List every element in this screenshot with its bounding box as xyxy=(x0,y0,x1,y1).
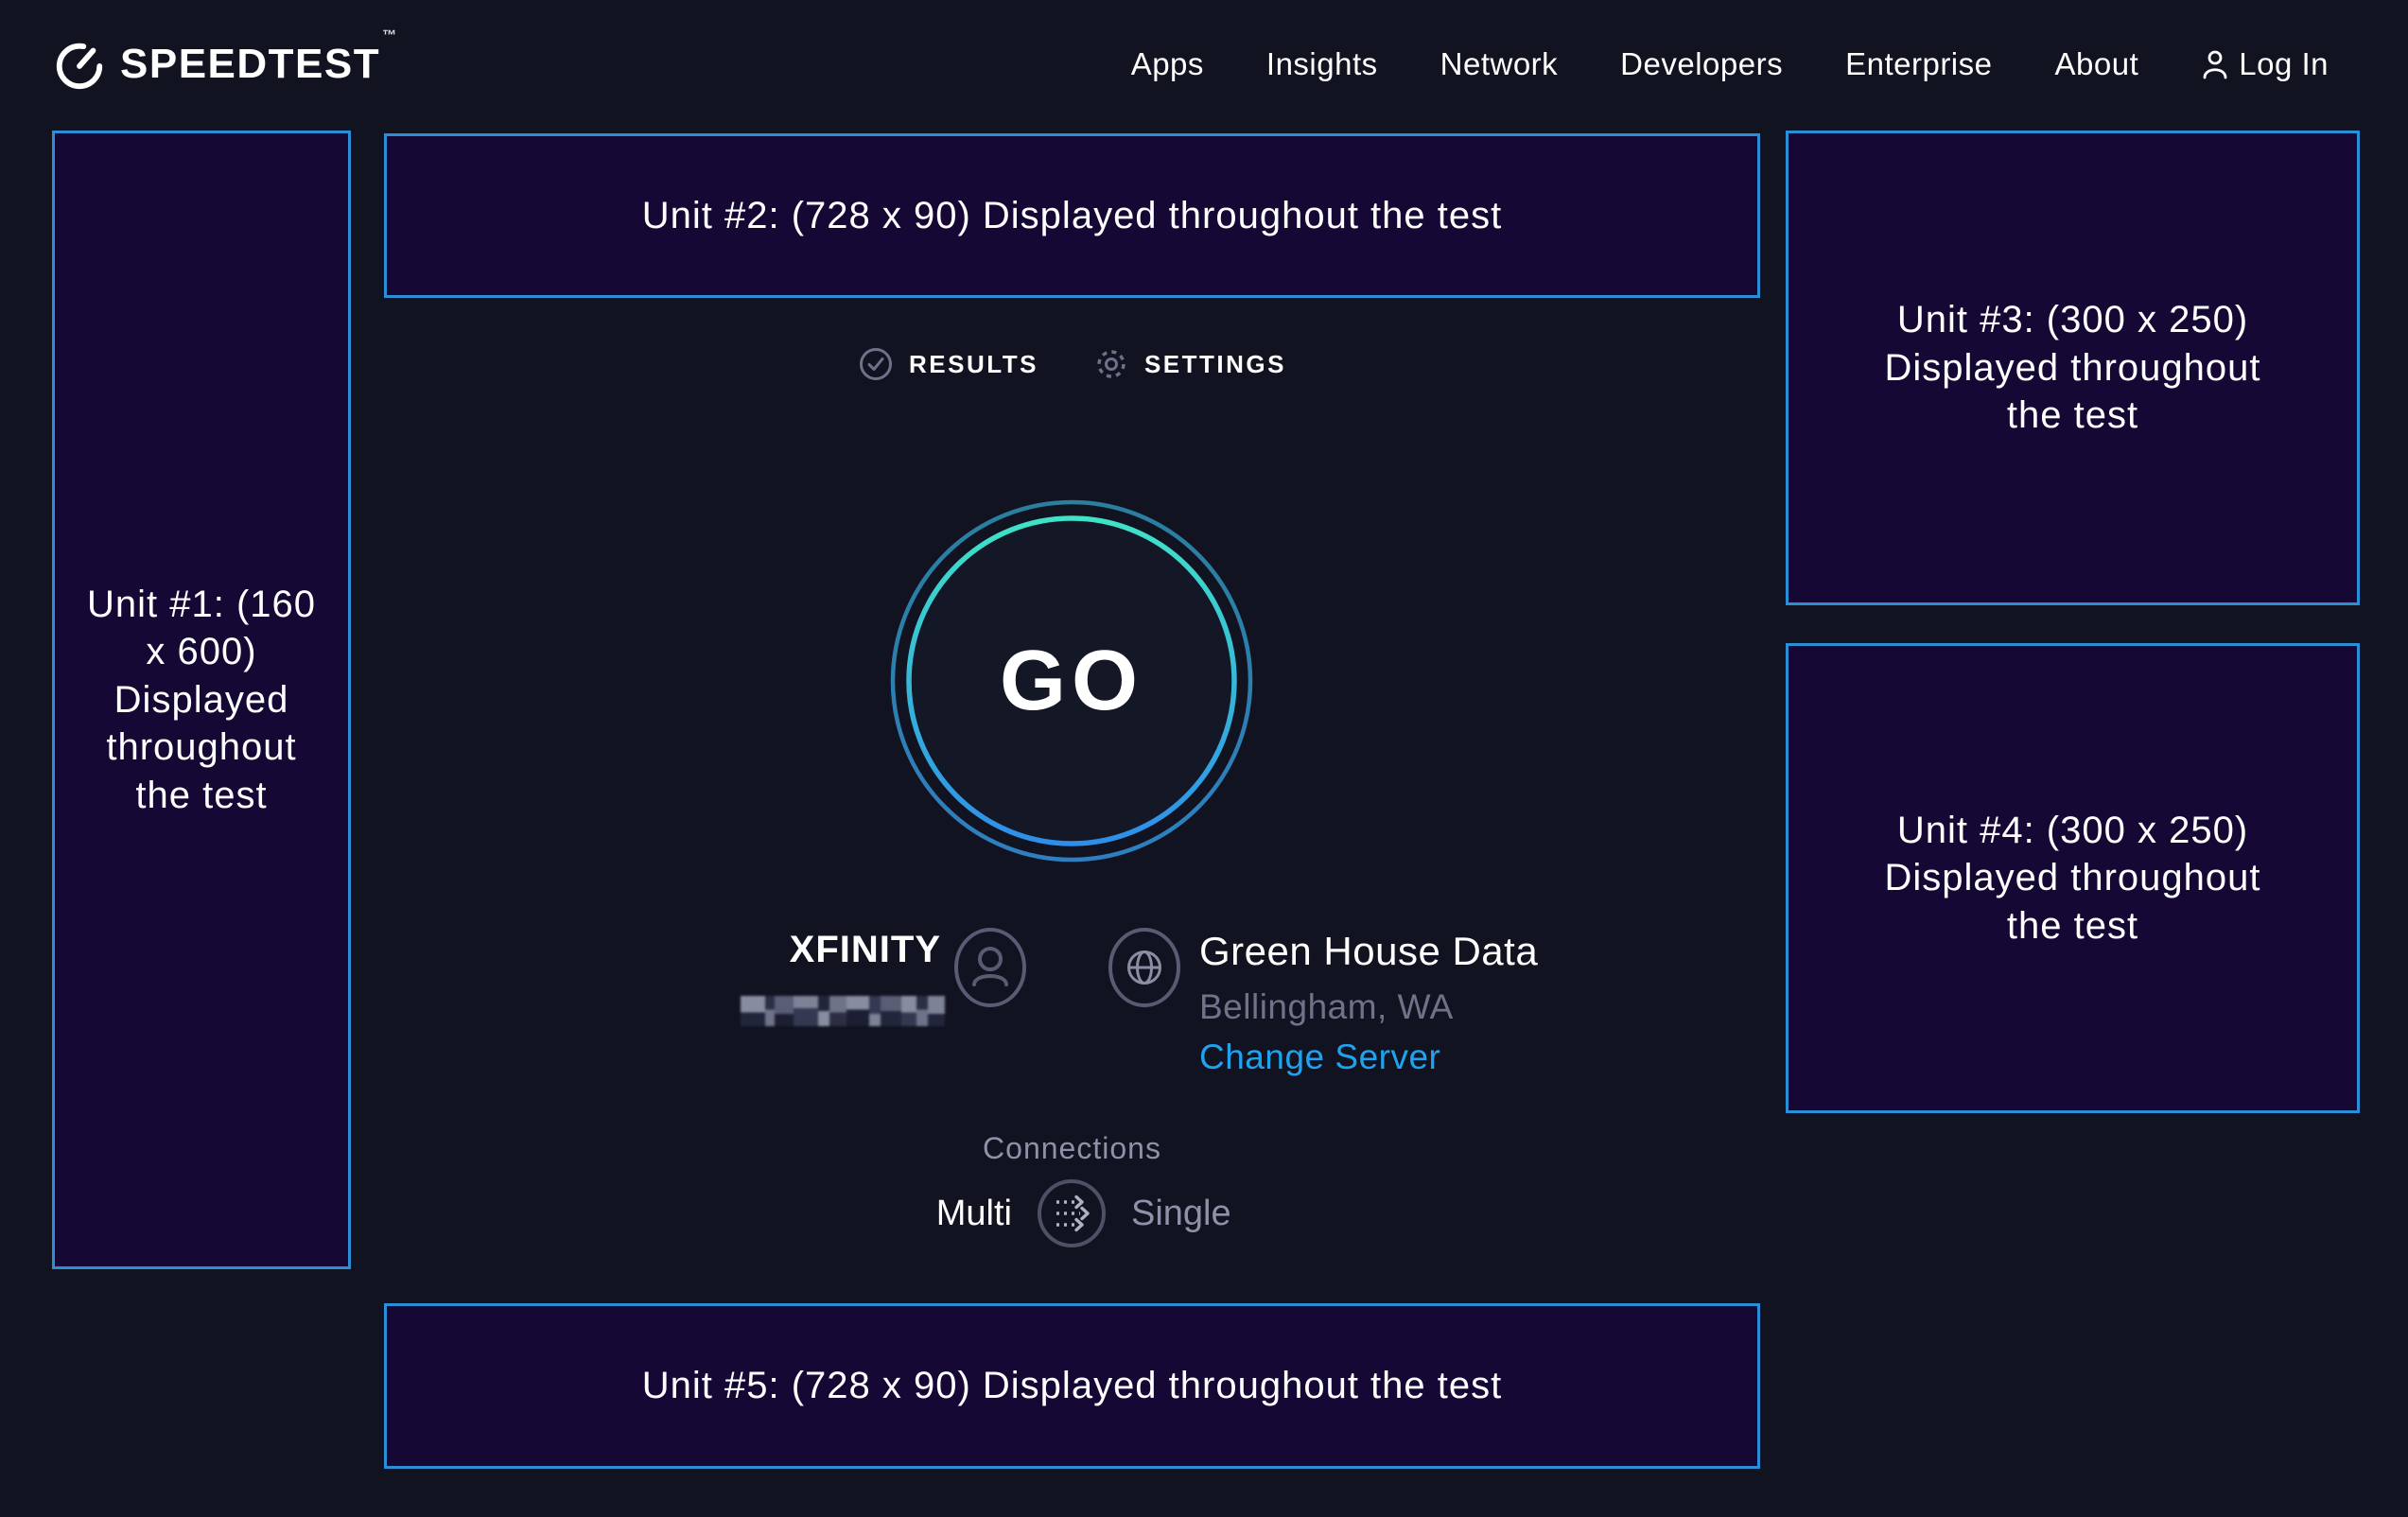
server-name: Green House Data xyxy=(1199,929,1539,973)
login-button[interactable]: Log In xyxy=(2201,46,2329,82)
connections-multi-label[interactable]: Multi xyxy=(935,1194,1012,1233)
ad-unit-4[interactable]: Unit #4: (300 x 250) Displayed throughou… xyxy=(1786,643,2360,1113)
change-server-link[interactable]: Change Server xyxy=(1199,1037,1441,1076)
user-icon xyxy=(2201,48,2229,80)
gear-icon xyxy=(1093,346,1129,382)
login-label: Log In xyxy=(2239,46,2329,81)
nav-item-network[interactable]: Network xyxy=(1440,46,1559,81)
nav-links: Apps Insights Network Developers Enterpr… xyxy=(1131,46,2329,82)
nav-item-apps[interactable]: Apps xyxy=(1130,46,1204,81)
ad-unit-1-label: Unit #1: (160 x 600) Displayed throughou… xyxy=(86,584,317,816)
tab-results-label: RESULTS xyxy=(909,349,1038,378)
ad-unit-1[interactable]: Unit #1: (160 x 600) Displayed throughou… xyxy=(52,131,351,1269)
nav-item-enterprise[interactable]: Enterprise xyxy=(1845,46,1993,81)
isp-avatar-icon[interactable] xyxy=(954,928,1026,1007)
go-label: GO xyxy=(999,633,1143,728)
nav-item-insights[interactable]: Insights xyxy=(1265,46,1378,81)
nav-item-about[interactable]: About xyxy=(2054,46,2139,81)
connections-toggle-icon[interactable] xyxy=(1037,1178,1107,1248)
tab-settings[interactable]: SETTINGS xyxy=(1093,346,1286,382)
trademark-mark: ™ xyxy=(382,27,398,44)
go-ring xyxy=(890,499,1253,863)
top-nav-bar: SPEEDTEST™ Apps Insights Network Develop… xyxy=(0,0,2408,129)
server-location: Bellingham, WA xyxy=(1199,987,1454,1026)
ad-unit-2[interactable]: Unit #2: (728 x 90) Displayed throughout… xyxy=(384,133,1760,298)
connections-title: Connections xyxy=(983,1131,1161,1165)
ad-unit-3-label: Unit #3: (300 x 250) Displayed throughou… xyxy=(1884,299,2261,437)
ad-unit-3[interactable]: Unit #3: (300 x 250) Displayed throughou… xyxy=(1786,131,2360,605)
ad-unit-5[interactable]: Unit #5: (728 x 90) Displayed throughout… xyxy=(384,1303,1760,1469)
ad-unit-5-label: Unit #5: (728 x 90) Displayed throughout… xyxy=(641,1365,1503,1407)
check-circle-icon xyxy=(858,346,894,382)
go-button[interactable]: GO xyxy=(882,492,1261,870)
isp-name: XFINITY xyxy=(789,929,941,970)
logo-wordmark: SPEEDTEST™ xyxy=(120,27,398,87)
globe-icon[interactable] xyxy=(1108,928,1180,1007)
redacted-ip-text xyxy=(741,996,945,1026)
ad-unit-4-label: Unit #4: (300 x 250) Displayed throughou… xyxy=(1884,809,2261,947)
tab-settings-label: SETTINGS xyxy=(1143,349,1286,378)
ad-unit-2-label: Unit #2: (728 x 90) Displayed throughout… xyxy=(641,194,1503,236)
tab-bar: RESULTS SETTINGS xyxy=(384,346,1760,382)
nav-item-developers[interactable]: Developers xyxy=(1620,46,1784,81)
speedtest-logo[interactable]: SPEEDTEST™ xyxy=(52,27,398,92)
connections-single-label[interactable]: Single xyxy=(1131,1194,1231,1233)
tab-results[interactable]: RESULTS xyxy=(858,346,1038,382)
gauge-icon xyxy=(52,37,107,92)
